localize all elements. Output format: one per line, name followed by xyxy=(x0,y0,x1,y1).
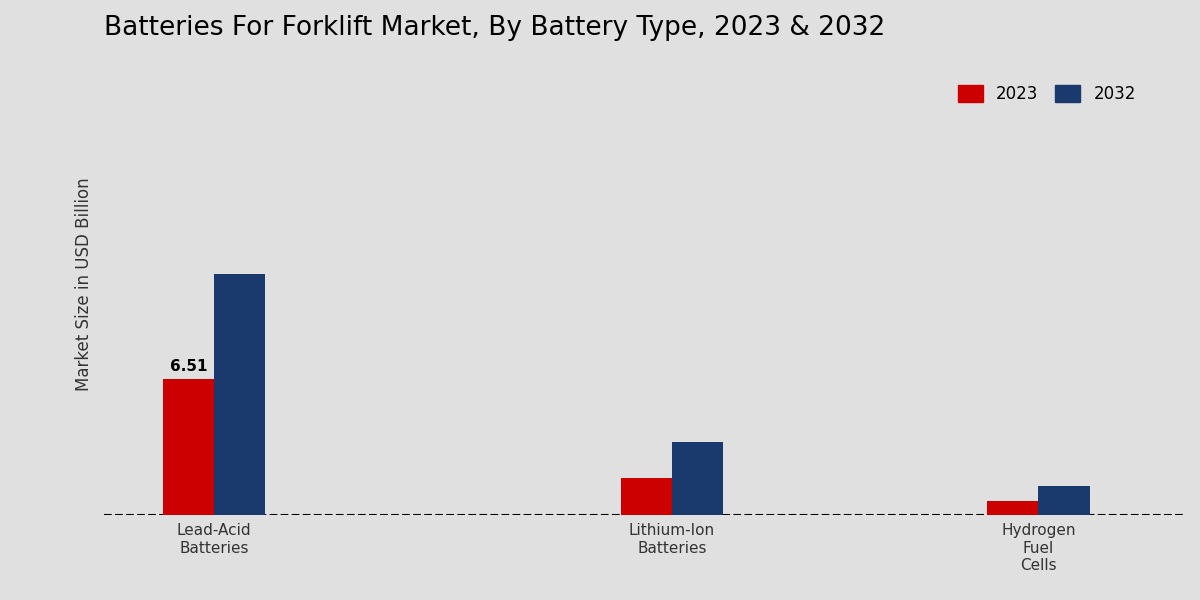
Bar xyxy=(163,379,214,515)
Legend: 2023, 2032: 2023, 2032 xyxy=(949,77,1145,112)
Bar xyxy=(214,274,265,515)
Bar xyxy=(988,501,1038,515)
Y-axis label: Market Size in USD Billion: Market Size in USD Billion xyxy=(74,178,94,391)
Text: Batteries For Forklift Market, By Battery Type, 2023 & 2032: Batteries For Forklift Market, By Batter… xyxy=(104,15,886,41)
Text: 6.51: 6.51 xyxy=(169,359,208,374)
Bar xyxy=(672,442,724,515)
Bar xyxy=(1038,485,1090,515)
Bar xyxy=(620,478,672,515)
